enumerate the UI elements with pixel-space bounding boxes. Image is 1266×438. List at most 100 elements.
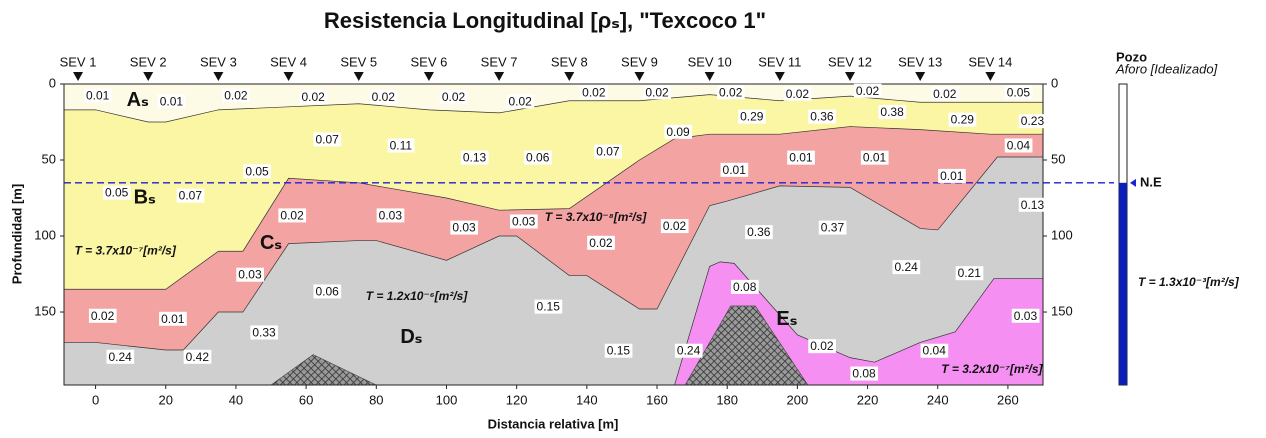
label-box [738,109,766,124]
label-box [1004,85,1033,100]
label-box [250,325,279,340]
value-label: 0.02 [810,339,834,353]
station-marker [143,72,154,81]
label-box [660,219,689,234]
value-label: 0.02 [442,90,466,104]
station-label: SEV 10 [688,54,732,69]
plot-frame [63,83,1044,386]
label-box [783,86,812,101]
label-box [664,124,693,139]
label-box [84,88,112,103]
label-box [604,343,633,358]
value-label: 0.02 [856,84,880,98]
value-label: 0.07 [179,189,203,203]
x-tick-label: 20 [159,392,173,407]
label-box [102,185,131,200]
value-label: 0.03 [1014,309,1038,323]
x-tick-label: 80 [369,392,383,407]
value-label: 0.03 [238,268,262,282]
y-tick-label: 150 [34,303,56,318]
value-label: 0.08 [852,367,876,381]
label-box [88,308,117,323]
value-label: 0.42 [186,350,210,364]
y-tick-label: 100 [34,227,56,242]
annotation: T = 3.7x10⁻⁸[m²/s] [545,210,648,224]
well-annotation: T = 1.3x10⁻³[m²/s] [1138,275,1240,289]
y2-tick-label: 150 [1051,303,1073,318]
value-label: 0.05 [1007,85,1031,99]
station-label: SEV 5 [340,54,377,69]
station-label: SEV 12 [828,54,872,69]
label-box [720,162,749,177]
x-axis-label: Distancia relativa [m] [488,416,619,431]
station-marker [283,72,294,81]
station-label: SEV 11 [758,54,801,69]
value-label: 0.36 [747,225,771,239]
value-label: 0.36 [810,110,834,124]
station-marker [915,72,926,81]
label-box [850,366,879,381]
station-label: SEV 2 [130,54,167,69]
value-label: 0.01 [723,163,747,177]
value-label: 0.06 [526,151,550,165]
station-marker [774,72,785,81]
label-box [1018,197,1047,212]
value-label: 0.01 [940,169,964,183]
value-label: 0.06 [315,284,339,298]
value-label: 0.23 [1021,114,1045,128]
label-box [674,343,703,358]
well-subtitle: Aforo [Idealizado] [1115,61,1218,76]
label-box [106,349,135,364]
label-box [717,85,745,100]
value-label: 0.01 [160,94,184,108]
y-tick-label: 0 [49,75,56,90]
label-box [506,94,535,109]
value-label: 0.02 [91,309,115,323]
x-tick-label: 100 [436,392,458,407]
value-label: 0.02 [280,208,304,222]
station-marker [845,72,856,81]
station-marker [985,72,996,81]
label-box [450,220,479,235]
value-label: 0.24 [677,344,701,358]
value-label: 0.02 [301,90,325,104]
label-box [878,105,907,120]
value-label: 0.21 [958,266,982,280]
station-marker [73,72,84,81]
layer-name: Aₛ [127,89,149,111]
label-box [1018,114,1047,129]
label-box [587,235,615,250]
station-label: SEV 9 [621,54,658,69]
label-box [387,138,415,153]
label-box [159,311,187,326]
label-box [222,88,250,103]
x-tick-label: 200 [787,392,809,407]
value-label: 0.03 [379,208,403,222]
label-box [183,349,212,364]
label-box [643,85,672,100]
station-label: SEV 4 [270,54,307,69]
value-label: 0.08 [733,280,757,294]
station-label: SEV 6 [411,54,448,69]
layer-name: Dₛ [400,326,422,348]
x-tick-label: 220 [857,392,879,407]
label-box [313,132,342,147]
label-box [376,208,405,223]
value-label: 0.38 [880,105,904,119]
value-label: 0.02 [663,219,687,233]
label-box [938,168,966,183]
value-label: 0.03 [512,215,536,229]
label-box [948,112,977,127]
label-box [892,260,921,275]
y2-tick-label: 0 [1051,75,1058,90]
water-level-label: N.E [1140,174,1162,189]
value-label: 0.24 [108,350,132,364]
label-box [243,164,271,179]
station-marker [494,72,505,81]
value-label: 0.15 [537,300,561,314]
station-marker [634,72,645,81]
water-level-arrow [1130,178,1136,187]
value-label: 0.03 [452,221,476,235]
layer-name: Eₛ [776,308,797,330]
label-box [460,150,489,165]
